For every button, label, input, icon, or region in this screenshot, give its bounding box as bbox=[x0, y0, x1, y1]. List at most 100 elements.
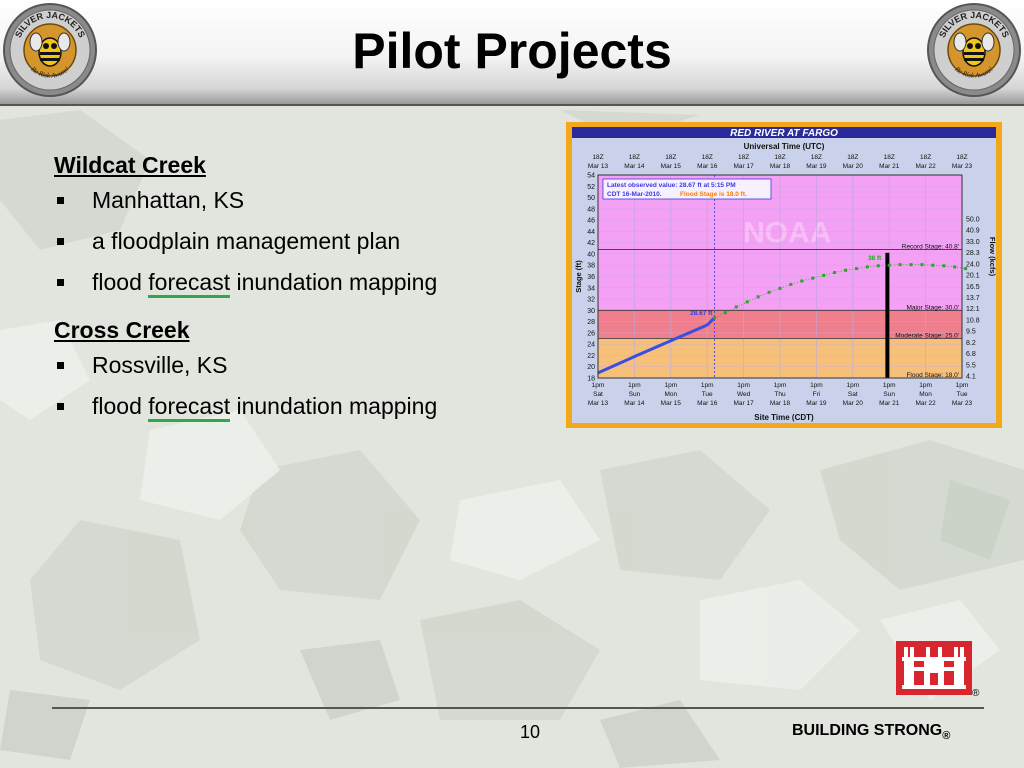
forecast-point bbox=[865, 265, 869, 269]
flow-tick-label: 28.3 bbox=[966, 250, 980, 257]
forecast-crest-label: 38 ft bbox=[868, 255, 882, 262]
bullet-item: Rossville, KS bbox=[54, 345, 534, 386]
forecast-point bbox=[920, 263, 924, 267]
bullet-square-icon bbox=[57, 362, 64, 369]
bullet-item: flood forecast inundation mapping bbox=[54, 386, 534, 427]
section-heading-wildcat-creek: Wildcat Creek bbox=[54, 152, 206, 178]
y-tick-label: 42 bbox=[587, 240, 595, 247]
bottom-tick-day: Sat bbox=[593, 391, 603, 398]
top-tick-date: Mar 18 bbox=[770, 163, 791, 170]
keyword-forecast: forecast bbox=[148, 269, 231, 298]
y-tick-label: 34 bbox=[587, 285, 595, 292]
noaa-watermark: NOAA bbox=[743, 217, 831, 250]
y-tick-label: 28 bbox=[587, 319, 595, 326]
flow-tick-label: 16.5 bbox=[966, 284, 980, 291]
y2-axis-label: Flow (kcfs) bbox=[988, 237, 996, 277]
bullet-square-icon bbox=[57, 403, 64, 410]
bottom-tick-day: Mon bbox=[664, 391, 677, 398]
bottom-tick-day: Thu bbox=[774, 391, 786, 398]
keyword-forecast: forecast bbox=[148, 393, 231, 422]
top-tick-date: Mar 15 bbox=[661, 163, 682, 170]
bullet-square-icon bbox=[57, 238, 64, 245]
slide-header: Pilot Projects SILVER JACKETS Be Risk Aw… bbox=[0, 0, 1024, 106]
top-tick-time: 18Z bbox=[956, 154, 967, 161]
plot-border bbox=[597, 174, 963, 379]
y-tick-label: 50 bbox=[587, 195, 595, 202]
bottom-tick-date: Mar 14 bbox=[624, 400, 645, 407]
bullet-text-post: inundation mapping bbox=[230, 393, 438, 419]
flow-tick-label: 20.1 bbox=[966, 273, 980, 280]
bullet-square-icon bbox=[57, 197, 64, 204]
info-line-2: CDT 16-Mar-2010. bbox=[607, 191, 662, 198]
y-tick-label: 38 bbox=[587, 263, 595, 270]
top-tick-date: Mar 16 bbox=[697, 163, 718, 170]
y-tick-label: 40 bbox=[587, 251, 595, 258]
y-tick-label: 22 bbox=[587, 353, 595, 360]
flow-tick-label: 13.7 bbox=[966, 295, 980, 302]
y-tick-label: 48 bbox=[587, 206, 595, 213]
bottom-tick-day: Sat bbox=[848, 391, 858, 398]
slide-title: Pilot Projects bbox=[352, 23, 672, 79]
top-tick-time: 18Z bbox=[665, 154, 676, 161]
top-tick-time: 18Z bbox=[738, 154, 749, 161]
silver-jackets-logo-right: SILVER JACKETS Be Risk Aware! bbox=[927, 3, 1021, 97]
y-tick-label: 46 bbox=[587, 218, 595, 225]
bottom-tick-day: Sun bbox=[629, 391, 641, 398]
forecast-point bbox=[734, 305, 738, 309]
top-tick-time: 18Z bbox=[592, 154, 603, 161]
forecast-point bbox=[876, 264, 880, 268]
bottom-tick-time: 1pm bbox=[774, 382, 787, 389]
bottom-tick-date: Mar 17 bbox=[733, 400, 754, 407]
y-axis-label: Stage (ft) bbox=[574, 260, 583, 293]
info-line-1: Latest observed value: 28.67 ft at 5:15 … bbox=[607, 182, 736, 189]
flow-tick-label: 5.5 bbox=[966, 362, 976, 369]
info-flood-stage: Flood Stage is 18.0 ft. bbox=[680, 191, 747, 198]
bottom-tick-time: 1pm bbox=[701, 382, 714, 389]
forecast-point bbox=[767, 290, 771, 294]
top-tick-time: 18Z bbox=[847, 154, 858, 161]
observed-value-label: 28.67 ft bbox=[690, 310, 713, 317]
bottom-tick-date: Mar 13 bbox=[588, 400, 609, 407]
footer-brand-mark: ® bbox=[942, 730, 951, 743]
forecast-point bbox=[712, 316, 716, 320]
castle-logo-icon bbox=[896, 641, 972, 695]
bottom-tick-time: 1pm bbox=[919, 382, 932, 389]
observed-stage-line bbox=[597, 316, 716, 375]
page-number: 10 bbox=[519, 722, 541, 742]
stage-threshold-label: Record Stage: 40.8' bbox=[902, 243, 959, 250]
bullet-item: a floodplain management plan bbox=[54, 221, 534, 262]
top-tick-date: Mar 17 bbox=[733, 163, 754, 170]
bottom-tick-date: Mar 15 bbox=[661, 400, 682, 407]
flow-tick-label: 33.0 bbox=[966, 239, 980, 246]
forecast-point bbox=[942, 264, 946, 268]
forecast-point bbox=[909, 263, 913, 267]
castle-registered-mark: ® bbox=[972, 688, 980, 699]
bullet-item: Manhattan, KS bbox=[54, 180, 534, 221]
flow-tick-label: 40.9 bbox=[966, 228, 980, 235]
slide-content: Wildcat Creek Manhattan, KS a floodplain… bbox=[54, 150, 534, 427]
forecast-point bbox=[898, 263, 902, 267]
forecast-crest-bar bbox=[885, 252, 890, 378]
top-tick-date: Mar 22 bbox=[915, 163, 936, 170]
bottom-tick-time: 1pm bbox=[592, 382, 605, 389]
info-box bbox=[602, 178, 772, 200]
chart-title-bar bbox=[572, 127, 996, 138]
bottom-tick-day: Mon bbox=[919, 391, 932, 398]
bottom-tick-time: 1pm bbox=[737, 382, 750, 389]
bottom-tick-time: 1pm bbox=[956, 382, 969, 389]
y-tick-label: 18 bbox=[587, 376, 595, 383]
hydrograph-chart: RED RIVER AT FARGO Universal Time (UTC) NO… bbox=[572, 127, 996, 423]
chart-title: RED RIVER AT FARGO bbox=[730, 128, 838, 139]
top-tick-time: 18Z bbox=[811, 154, 822, 161]
top-tick-time: 18Z bbox=[884, 154, 895, 161]
flow-tick-label: 8.2 bbox=[966, 340, 976, 347]
bottom-tick-day: Tue bbox=[957, 391, 968, 398]
y-tick-label: 26 bbox=[587, 330, 595, 337]
bottom-tick-date: Mar 18 bbox=[770, 400, 791, 407]
bottom-tick-date: Mar 20 bbox=[843, 400, 864, 407]
top-tick-date: Mar 20 bbox=[843, 163, 864, 170]
bottom-tick-day: Wed bbox=[737, 391, 751, 398]
silver-jackets-logo-left: SILVER JACKETS Be Risk Aware! bbox=[3, 3, 97, 97]
bullet-item: flood forecast inundation mapping bbox=[54, 262, 534, 303]
bottom-tick-time: 1pm bbox=[883, 382, 896, 389]
